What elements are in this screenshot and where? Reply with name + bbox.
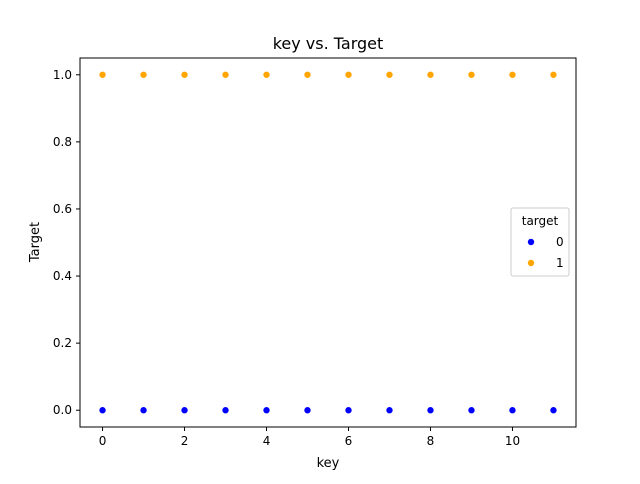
data-point-series-1: [344, 70, 353, 79]
plot-points: [98, 70, 558, 415]
data-point-series-0: [221, 406, 230, 415]
legend-label: 1: [556, 256, 564, 270]
data-point-series-0: [262, 406, 271, 415]
data-point-series-1: [180, 70, 189, 79]
x-tick-label: 0: [99, 434, 107, 448]
chart-title: key vs. Target: [273, 34, 384, 53]
y-tick-label: 0.2: [53, 336, 72, 350]
data-point-series-0: [385, 406, 394, 415]
data-point-series-0: [467, 406, 476, 415]
data-point-series-1: [385, 70, 394, 79]
x-tick-label: 8: [427, 434, 435, 448]
legend-box: [510, 207, 570, 277]
y-tick-label: 0.6: [53, 202, 72, 216]
legend: target 0 1: [510, 207, 570, 277]
legend-marker: [527, 259, 535, 267]
y-tick-label: 0.0: [53, 403, 72, 417]
data-point-series-1: [426, 70, 435, 79]
data-point-series-1: [98, 70, 107, 79]
data-point-series-1: [262, 70, 271, 79]
data-point-series-0: [508, 406, 517, 415]
x-axis-label: key: [317, 456, 340, 471]
x-tick-label: 10: [505, 434, 520, 448]
data-point-series-1: [467, 70, 476, 79]
y-tick-label: 0.8: [53, 135, 72, 149]
data-point-series-0: [303, 406, 312, 415]
x-axis: 0 2 4 6 8 10: [99, 427, 520, 448]
data-point-series-0: [549, 406, 558, 415]
y-tick-label: 1.0: [53, 68, 72, 82]
data-point-series-1: [139, 70, 148, 79]
legend-label: 0: [556, 235, 564, 249]
data-point-series-1: [303, 70, 312, 79]
data-point-series-0: [344, 406, 353, 415]
plot-area-frame: [79, 57, 577, 428]
legend-marker: [527, 238, 535, 246]
data-point-series-0: [98, 406, 107, 415]
data-point-series-0: [180, 406, 189, 415]
x-tick-label: 6: [345, 434, 353, 448]
data-point-series-1: [549, 70, 558, 79]
data-point-series-0: [426, 406, 435, 415]
legend-title: target: [522, 214, 559, 228]
x-tick-label: 4: [263, 434, 271, 448]
y-axis: 0.0 0.2 0.4 0.6 0.8 1.0: [53, 68, 80, 417]
y-tick-label: 0.4: [53, 269, 72, 283]
data-point-series-1: [221, 70, 230, 79]
data-point-series-0: [139, 406, 148, 415]
data-point-series-1: [508, 70, 517, 79]
x-tick-label: 2: [181, 434, 189, 448]
y-axis-label: Target: [28, 222, 43, 263]
